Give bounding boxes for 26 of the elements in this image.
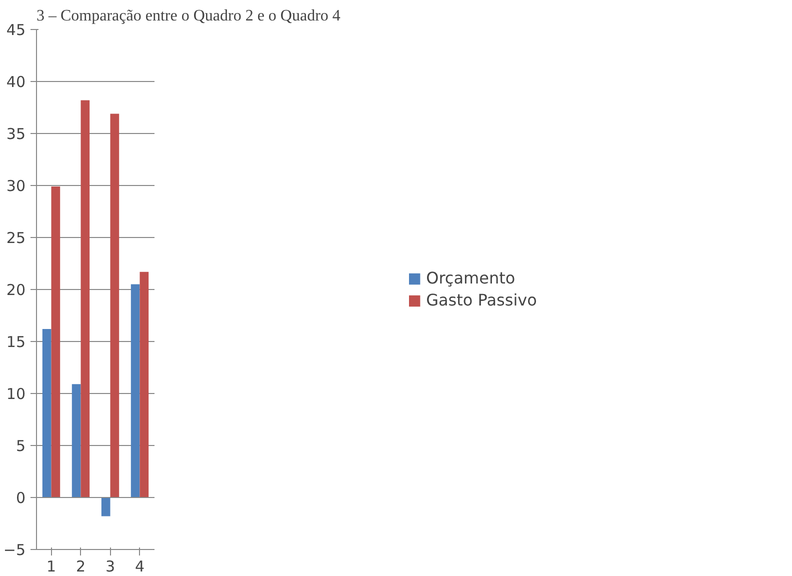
y-tick-label: 45: [6, 21, 26, 39]
bar: [140, 272, 149, 498]
y-tick-label: 15: [6, 333, 26, 351]
bar: [72, 384, 81, 498]
bar: [42, 329, 52, 498]
x-tick-label: 3: [105, 558, 116, 576]
x-tick-label: 2: [76, 558, 86, 576]
bar: [130, 284, 140, 498]
bar: [51, 186, 60, 498]
y-tick-label: 20: [6, 281, 26, 299]
y-tick-label: −5: [3, 541, 26, 559]
bar: [80, 100, 90, 498]
bar: [101, 498, 110, 516]
y-tick-label: 35: [6, 125, 26, 143]
legend-label: Gasto Passivo: [426, 290, 537, 310]
x-tick-label: 1: [46, 558, 56, 576]
y-tick-label: 30: [6, 177, 26, 195]
legend-label: Orçamento: [426, 268, 516, 288]
y-tick-label: 10: [6, 385, 26, 403]
x-tick-label: 4: [134, 558, 145, 576]
y-tick-label: 40: [6, 73, 26, 91]
y-tick-label: 0: [16, 489, 26, 507]
text: 3 – Comparação entre o Quadro 2 e o Quadro 4: [36, 8, 340, 24]
y-tick-label: 5: [16, 437, 26, 455]
bar: [110, 114, 120, 498]
y-tick-label: 25: [6, 229, 26, 247]
